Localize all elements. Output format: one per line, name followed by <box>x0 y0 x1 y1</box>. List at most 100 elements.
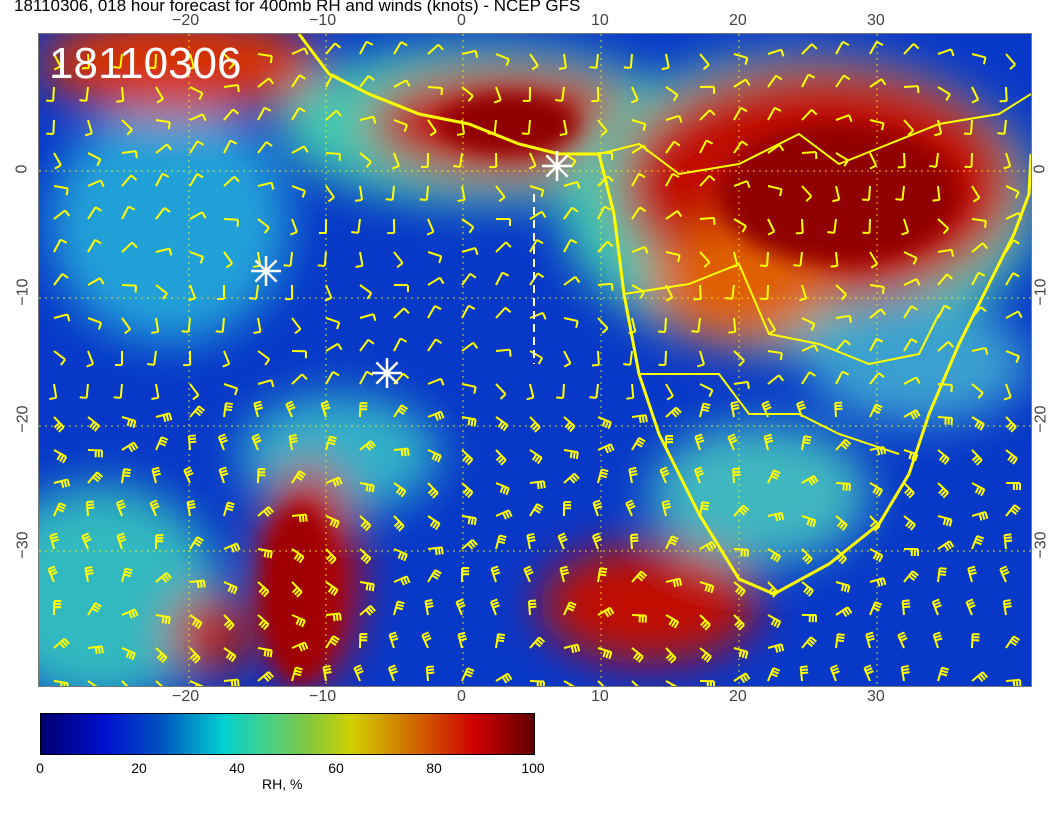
lon-tick-bottom: 0 <box>457 688 466 705</box>
wind-barb <box>393 447 410 457</box>
wind-barb <box>699 174 716 187</box>
wind-barb <box>733 180 751 188</box>
wind-barb <box>53 416 65 433</box>
wind-barb <box>251 433 262 451</box>
wind-barb <box>830 251 839 268</box>
wind-barb <box>257 77 275 88</box>
wind-barb <box>625 499 636 517</box>
wind-barb <box>393 575 411 586</box>
wind-barb <box>591 532 603 550</box>
wind-barb <box>597 240 614 253</box>
wind-barb <box>53 600 62 616</box>
wind-barb <box>658 350 667 366</box>
wind-barb <box>760 284 769 300</box>
wind-barb <box>359 115 377 124</box>
wind-barb <box>631 206 647 220</box>
wind-barb <box>223 218 239 227</box>
country-borders <box>598 93 1031 176</box>
wind-barb <box>457 185 466 203</box>
wind-barb <box>529 680 545 686</box>
wind-barb <box>461 247 479 256</box>
wind-barb <box>147 350 157 366</box>
lat-tick-right: 0 <box>1031 164 1049 174</box>
wind-barb <box>189 536 204 550</box>
wind-barb <box>801 73 816 88</box>
wind-barb <box>359 402 368 418</box>
lon-tick-top: 0 <box>457 12 466 29</box>
wind-barb <box>964 152 973 168</box>
wind-barb <box>665 577 683 588</box>
wind-barb <box>53 680 69 686</box>
wind-barb <box>967 565 977 583</box>
wind-barb <box>1003 152 1012 170</box>
wind-barb <box>529 416 541 433</box>
wind-barb <box>626 383 635 400</box>
coastline <box>297 34 1031 596</box>
wind-barb <box>623 350 633 366</box>
wind-barb <box>388 631 399 649</box>
wind-barb <box>183 466 194 484</box>
wind-barb <box>189 405 205 418</box>
wind-barb <box>189 86 204 100</box>
wind-barb <box>427 338 443 352</box>
wind-barb <box>495 306 512 319</box>
wind-barb <box>661 499 672 517</box>
wind-barb <box>189 173 204 187</box>
wind-barb <box>869 78 887 88</box>
wind-barb <box>151 383 160 400</box>
wind-barb <box>869 337 884 352</box>
wind-barb <box>151 317 160 334</box>
wind-barb <box>931 598 942 616</box>
wind-barb <box>391 152 400 170</box>
wind-barb <box>597 205 612 220</box>
wind-barb <box>189 140 204 154</box>
wind-barb <box>563 350 572 368</box>
wind-barb <box>801 435 812 451</box>
wind-barb <box>795 218 804 235</box>
wind-barb <box>903 305 918 319</box>
wind-barb <box>869 577 887 587</box>
wind-barb <box>427 276 445 286</box>
wind-barb <box>862 218 871 234</box>
wind-barb <box>87 206 102 220</box>
wind-barb <box>869 119 885 131</box>
wind-barb <box>563 601 577 616</box>
wind-barb <box>730 400 740 418</box>
wind-barb <box>149 499 160 517</box>
wind-barb <box>835 482 851 491</box>
wind-barb <box>461 567 470 583</box>
lon-tick-bottom: 20 <box>729 688 747 705</box>
wind-barb <box>659 466 670 484</box>
wind-barb <box>495 416 509 432</box>
wind-barb <box>835 339 852 352</box>
wind-barb <box>559 119 568 137</box>
wind-barb <box>155 119 171 130</box>
wind-barb <box>563 317 579 329</box>
wind-barb <box>495 449 507 466</box>
wind-barb <box>359 548 372 565</box>
wind-barb <box>387 218 396 235</box>
wind-barb <box>257 53 273 64</box>
wind-barb <box>359 482 375 493</box>
lon-tick-bottom: −20 <box>172 688 200 705</box>
colorbar <box>40 713 535 755</box>
wind-barb <box>699 251 711 268</box>
wind-barb <box>897 152 906 169</box>
wind-barb <box>495 534 507 550</box>
wind-barb <box>529 53 539 71</box>
wind-barb <box>291 317 302 335</box>
lat-tick-right: −20 <box>1032 405 1050 433</box>
wind-barb <box>699 383 714 397</box>
wind-barb <box>291 614 306 628</box>
country-borders <box>623 262 940 366</box>
wind-barb <box>869 482 883 497</box>
wind-barb <box>799 284 808 302</box>
wind-barb <box>461 49 479 58</box>
wind-barb <box>155 534 164 550</box>
wind-barb <box>489 598 501 616</box>
wind-barb <box>767 218 776 236</box>
wind-barb <box>325 581 339 597</box>
wind-barb <box>835 606 853 618</box>
wind-barb <box>87 645 104 655</box>
wind-barb <box>929 152 939 168</box>
